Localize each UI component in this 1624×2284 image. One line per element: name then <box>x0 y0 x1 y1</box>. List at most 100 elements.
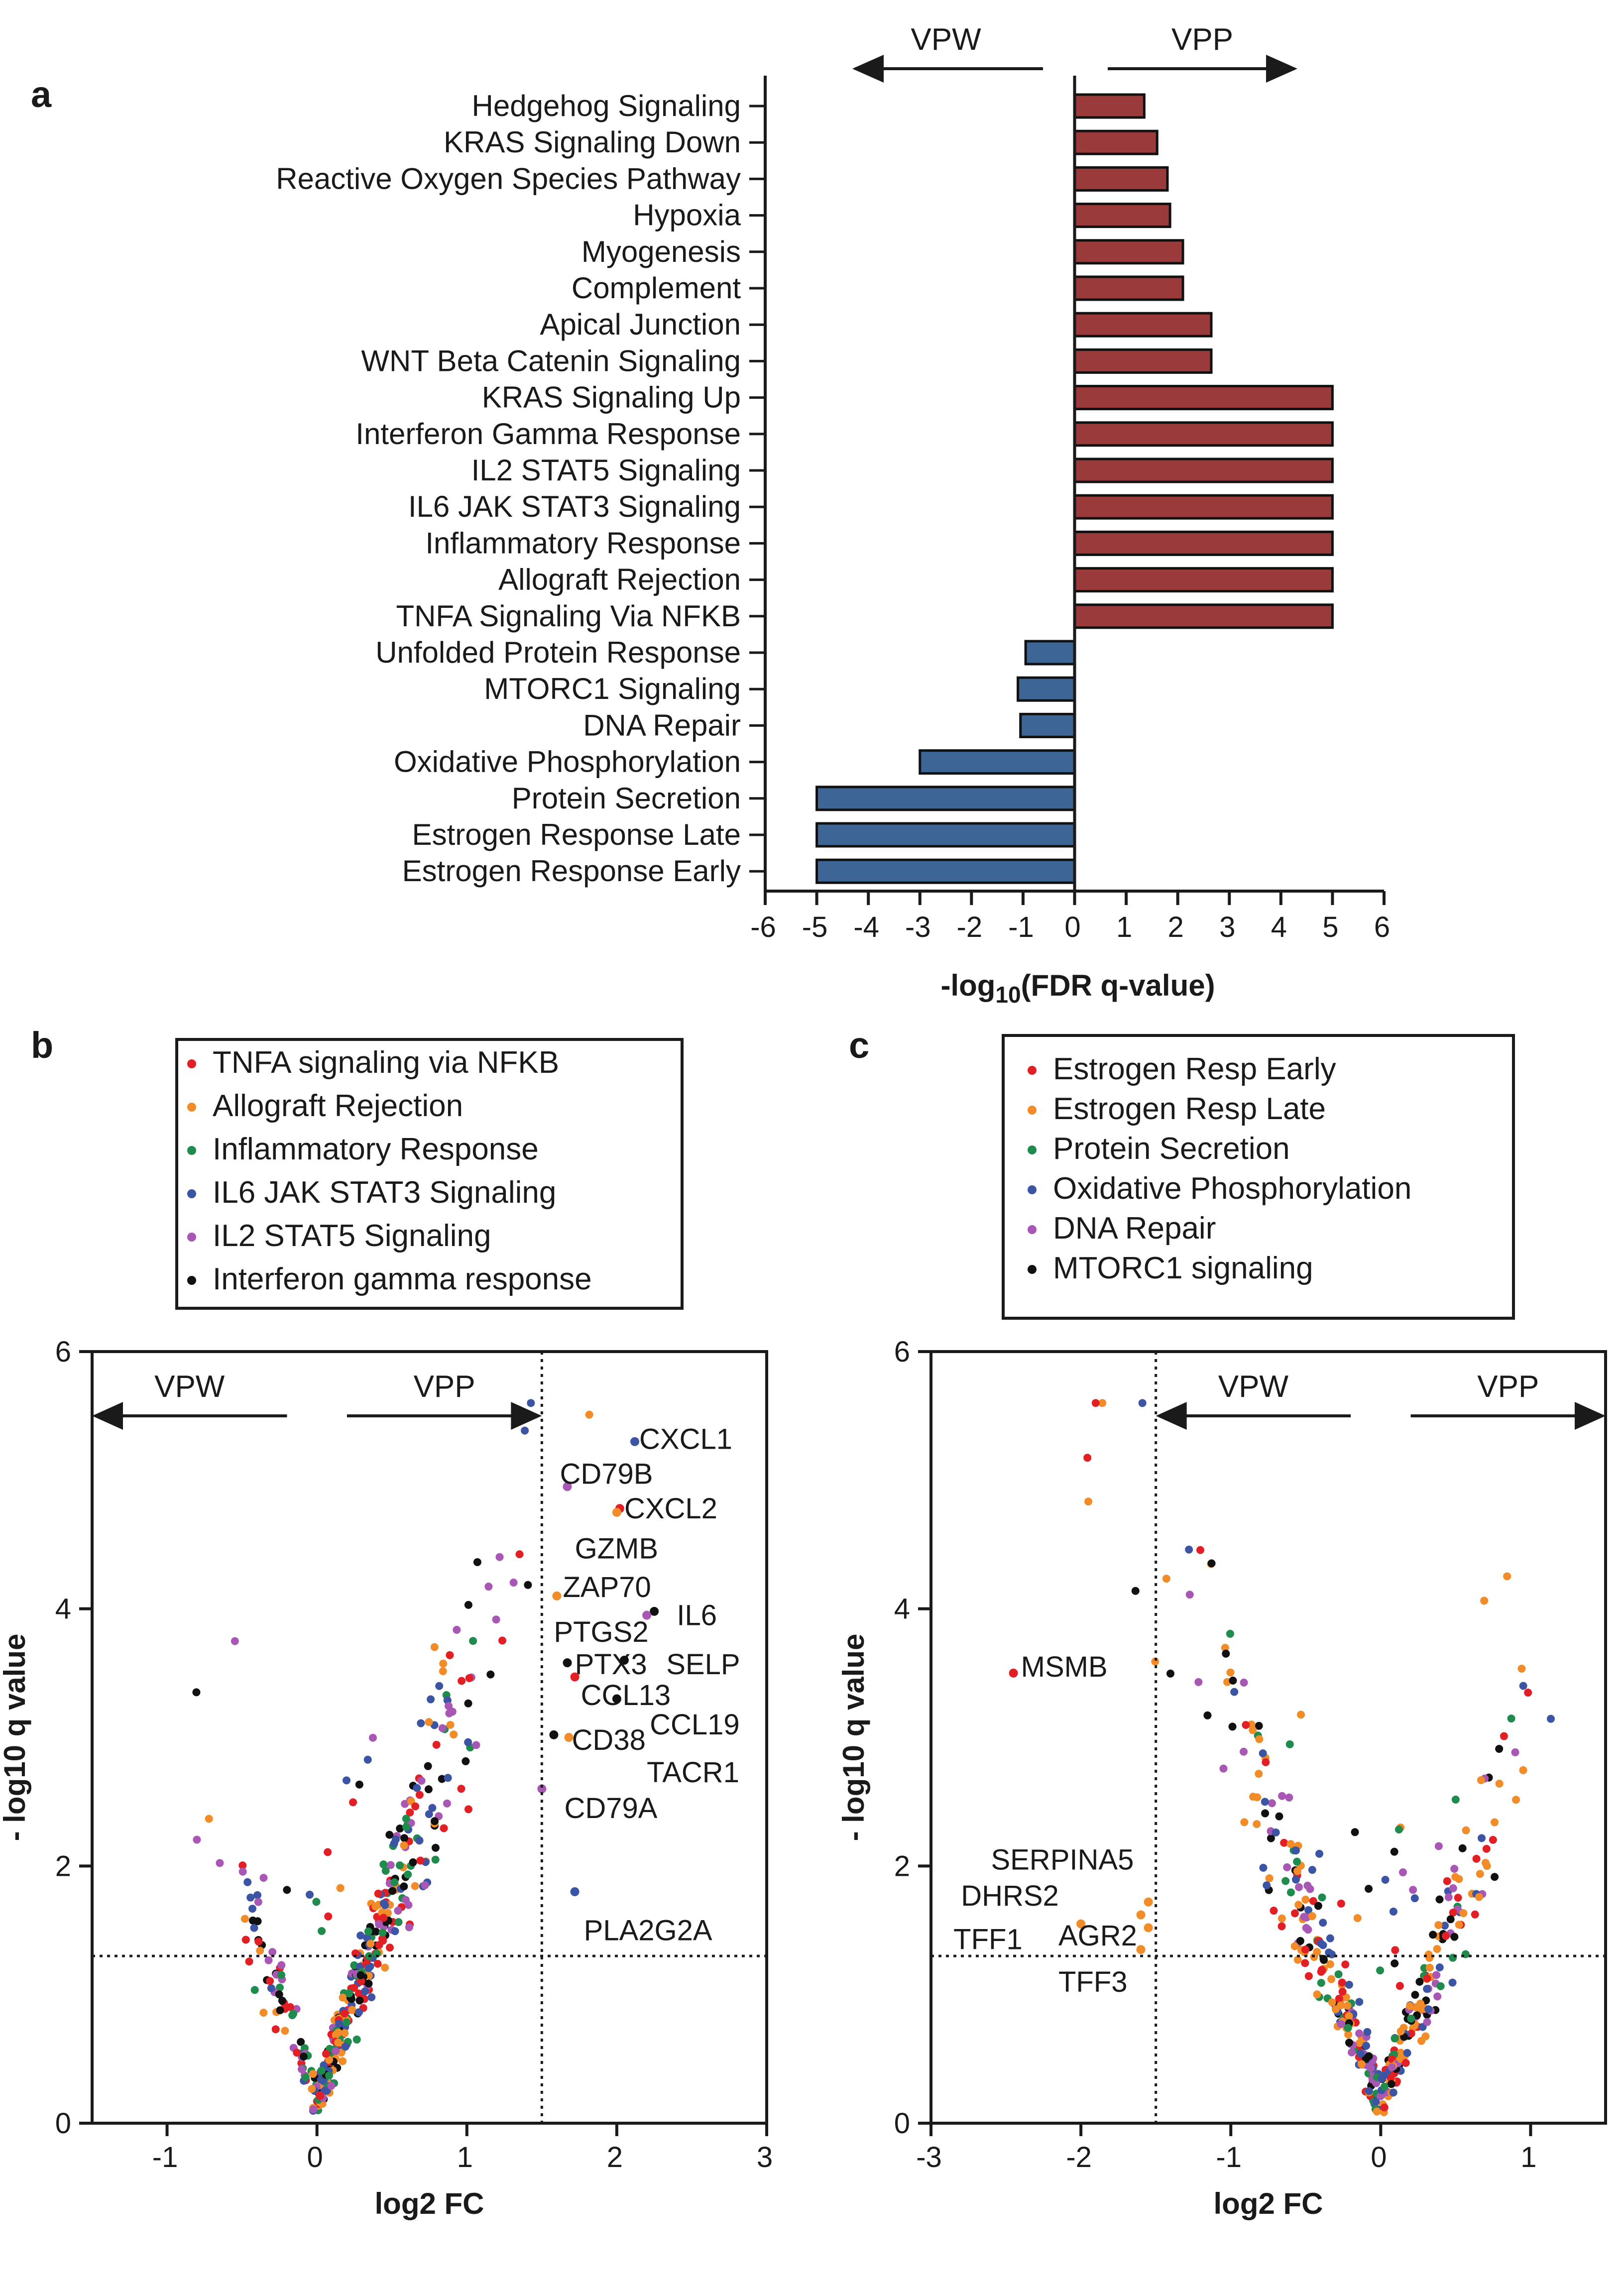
x-tick-label-1: -3 <box>916 2141 942 2173</box>
scatter-point <box>1294 1901 1303 1909</box>
scatter-point <box>1372 2079 1381 2087</box>
scatter-point <box>341 2009 349 2018</box>
scatter-point <box>293 2049 301 2057</box>
scatter-point <box>325 2071 333 2080</box>
scatter-point <box>354 2008 363 2017</box>
scatter-point <box>1433 1944 1441 1953</box>
category-label-4: Hypoxia <box>633 199 741 232</box>
x-tick-label-2: -5 <box>802 911 828 943</box>
scatter-point <box>1342 1993 1350 2002</box>
scatter-point <box>445 1702 453 1711</box>
legend-label-2: Estrogen Resp Late <box>1053 1092 1326 1126</box>
scatter-point <box>1296 1937 1304 1945</box>
scatter-point <box>1480 1597 1489 1605</box>
scatter-point <box>1196 1546 1204 1554</box>
scatter-point <box>1221 1644 1229 1652</box>
scatter-point <box>381 1866 390 1875</box>
scatter-point <box>1449 1908 1457 1917</box>
category-label-12: IL6 JAK STAT3 Signaling <box>408 490 741 523</box>
scatter-point <box>253 1917 262 1926</box>
scatter-point <box>1441 1922 1449 1930</box>
scatter-point <box>1344 2024 1352 2032</box>
scatter-point <box>473 1558 481 1566</box>
arrow-label-vpp: VPP <box>1477 1370 1539 1404</box>
scatter-point <box>308 2085 316 2093</box>
scatter-point <box>259 1874 268 1882</box>
scatter-point <box>1353 1914 1362 1922</box>
gene-point-agr2 <box>1144 1923 1153 1933</box>
scatter-point <box>409 1858 417 1866</box>
legend-label-4: IL6 JAK STAT3 Signaling <box>213 1175 556 1210</box>
scatter-point <box>309 2069 317 2078</box>
arrow-left-head <box>1156 1402 1187 1430</box>
scatter-point <box>1293 1867 1301 1875</box>
scatter-point <box>1226 1629 1234 1638</box>
scatter-point <box>1272 1828 1280 1836</box>
scatter-point <box>1372 2097 1380 2106</box>
scatter-point <box>254 1898 262 1906</box>
legend-label-3: Inflammatory Response <box>213 1132 539 1166</box>
scatter-point <box>1391 1959 1399 1967</box>
scatter-point <box>1380 2103 1389 2112</box>
scatter-point <box>462 1757 470 1765</box>
x-tick-label-4: -3 <box>905 911 931 943</box>
scatter-point <box>1433 1992 1442 2001</box>
scatter-point <box>248 1905 257 1913</box>
scatter-point <box>472 1741 480 1749</box>
gene-point-dhrs2 <box>1136 1910 1146 1920</box>
scatter-point <box>424 1785 433 1794</box>
scatter-point <box>439 1667 447 1676</box>
scatter-point <box>1338 1987 1347 1996</box>
scatter-point <box>341 2029 349 2037</box>
x-tick-label-4: 0 <box>1371 2141 1387 2173</box>
scatter-point <box>464 1699 472 1708</box>
scatter-point <box>1328 1998 1336 2007</box>
scatter-point <box>250 1924 258 1932</box>
bar-4 <box>1073 203 1171 228</box>
gene-point-ptx3 <box>563 1658 572 1668</box>
scatter-point <box>1290 1942 1299 1950</box>
gene-label-pla2g2a: PLA2G2A <box>584 1915 712 1947</box>
category-label-6: Complement <box>572 271 741 305</box>
scatter-point <box>1413 2011 1421 2020</box>
x-tick-label-13: 6 <box>1374 911 1390 943</box>
scatter-point <box>318 1927 326 1935</box>
scatter-point <box>431 1855 440 1864</box>
scatter-point <box>1416 1999 1425 2008</box>
scatter-point <box>1275 1812 1283 1821</box>
scatter-point <box>465 1674 473 1683</box>
direction-arrowhead-right <box>1266 55 1297 83</box>
gene-point-cd79b <box>563 1482 572 1491</box>
scatter-point <box>325 2056 334 2064</box>
scatter-point <box>431 1843 440 1852</box>
scatter-point <box>1448 1978 1457 1987</box>
scatter-point <box>360 1987 369 1996</box>
scatter-point <box>373 1959 382 1968</box>
scatter-point <box>266 1977 274 1985</box>
category-label-9: KRAS Signaling Up <box>482 381 741 414</box>
scatter-point <box>1286 1840 1295 1848</box>
bar-7 <box>1073 312 1213 338</box>
scatter-point <box>339 1993 347 2002</box>
scatter-point <box>379 1937 387 1945</box>
scatter-point <box>396 1861 404 1870</box>
scatter-point <box>1389 1907 1397 1916</box>
scatter-point <box>341 2043 349 2051</box>
x-tick-label-12: 5 <box>1322 911 1338 943</box>
arrow-left-head <box>92 1402 123 1430</box>
scatter-point <box>1451 1795 1460 1804</box>
scatter-point <box>1495 1745 1504 1753</box>
scatter-point <box>527 1399 535 1407</box>
scatter-point <box>1425 1963 1434 1972</box>
scatter-point <box>1222 1649 1230 1658</box>
scatter-point <box>444 1774 452 1782</box>
scatter-point <box>435 1682 444 1690</box>
x-tick-label-4: 2 <box>607 2141 623 2173</box>
panel-c-volcano-plot: Estrogen Resp Early Estrogen Resp Late Pro… <box>837 1034 1607 2220</box>
scatter-point <box>1229 1676 1237 1685</box>
scatter-point <box>1424 2005 1433 2014</box>
scatter-point <box>268 1948 277 1956</box>
scatter-point <box>1341 1960 1350 1969</box>
scatter-point <box>306 1890 314 1899</box>
x-tick-label-2: 0 <box>307 2141 323 2173</box>
